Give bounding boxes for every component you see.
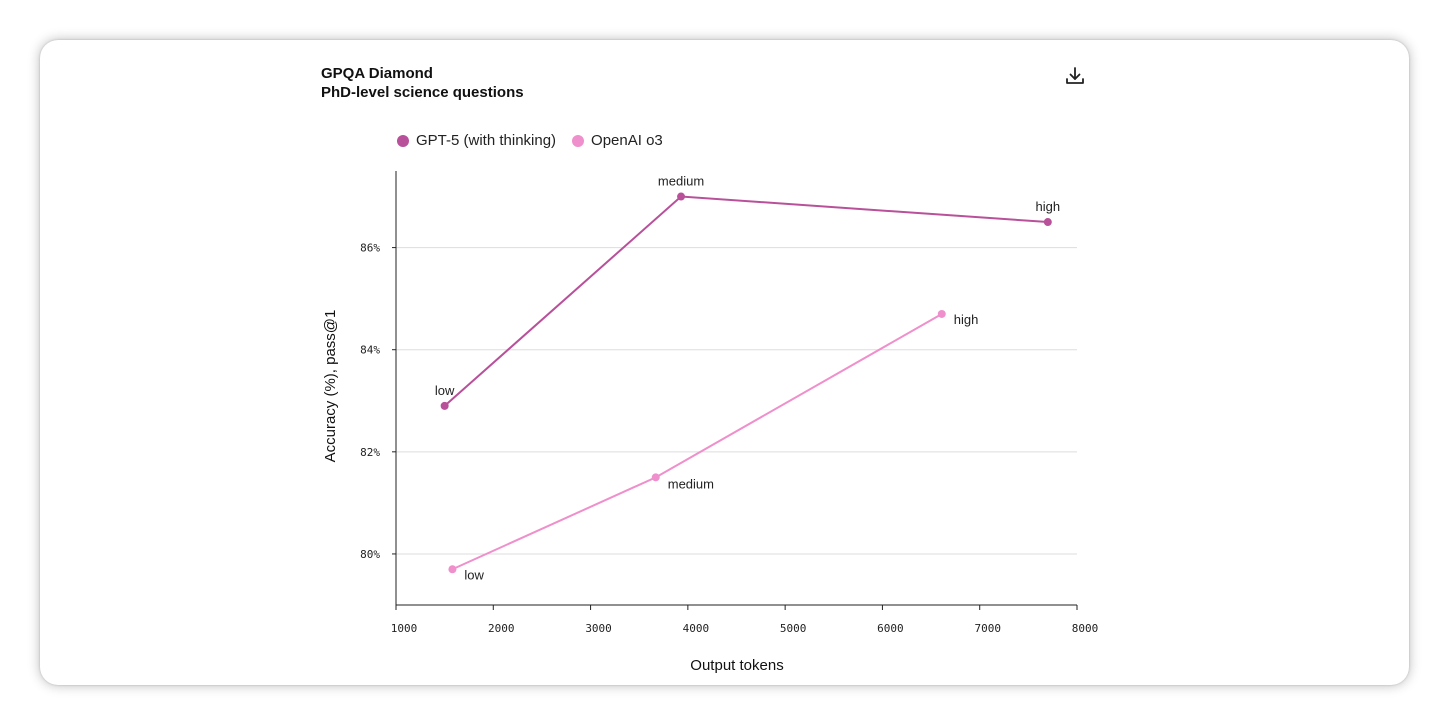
data-point-o3: [651, 473, 660, 482]
chart-title: GPQA Diamond: [321, 65, 433, 82]
data-point-gpt5: [440, 401, 449, 410]
x-tick-label: 5000: [780, 622, 807, 635]
data-label: high: [954, 312, 979, 327]
chart-plot: Accuracy (%), pass@1 Output tokens 80% 82…: [322, 171, 1099, 674]
series-line-gpt5: [443, 195, 1048, 407]
data-label: low: [464, 567, 484, 582]
data-point-gpt5: [677, 192, 686, 201]
x-tick-label: 6000: [877, 622, 904, 635]
x-tick-label: 7000: [974, 622, 1001, 635]
legend-label-o3: OpenAI o3: [591, 132, 663, 149]
data-point-gpt5: [1043, 218, 1052, 227]
data-label: medium: [658, 174, 704, 189]
legend-marker-gpt5: [397, 134, 409, 147]
x-tick-label: 8000: [1072, 622, 1099, 635]
data-label: medium: [668, 476, 714, 491]
x-tick-label: 4000: [683, 622, 710, 635]
chart-legend: GPT-5 (with thinking) OpenAI o3: [397, 132, 679, 149]
y-tick-label: 86%: [360, 242, 380, 255]
x-tick-label: 2000: [488, 622, 515, 635]
data-label: low: [435, 383, 455, 398]
x-axis-title: Output tokens: [690, 657, 783, 674]
chart-header: GPQA Diamond PhD-level science questions: [321, 64, 524, 102]
legend-marker-o3: [572, 134, 585, 147]
x-tick-label: 3000: [585, 622, 612, 635]
series-line-o3: [452, 313, 943, 571]
y-tick-label: 80%: [360, 548, 380, 561]
y-tick-label: 84%: [360, 344, 380, 357]
legend-item-gpt5[interactable]: GPT-5 (with thinking): [397, 132, 556, 149]
y-axis-title: Accuracy (%), pass@1: [322, 310, 339, 463]
chart-card: GPQA Diamond PhD-level science questions…: [40, 40, 1409, 685]
data-point-o3: [937, 309, 946, 318]
chart-subtitle: PhD-level science questions: [321, 84, 524, 101]
y-tick-label: 82%: [360, 446, 380, 459]
download-icon[interactable]: [1063, 64, 1087, 88]
x-tick-label: 1000: [391, 622, 418, 635]
legend-label-gpt5: GPT-5 (with thinking): [416, 132, 557, 149]
data-label: high: [1036, 199, 1061, 214]
data-point-o3: [448, 565, 457, 574]
legend-item-o3[interactable]: OpenAI o3: [572, 132, 663, 149]
